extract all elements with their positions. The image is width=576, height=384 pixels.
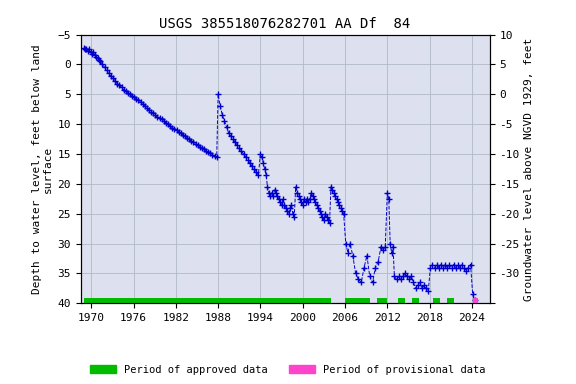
Bar xyxy=(377,298,388,304)
Bar xyxy=(345,298,370,304)
Bar xyxy=(398,298,405,304)
Bar xyxy=(412,298,419,304)
Y-axis label: Depth to water level, feet below land
surface: Depth to water level, feet below land su… xyxy=(32,44,53,294)
Title: USGS 385518076282701 AA Df  84: USGS 385518076282701 AA Df 84 xyxy=(160,17,411,31)
Legend: Period of approved data, Period of provisional data: Period of approved data, Period of provi… xyxy=(86,361,490,379)
Bar xyxy=(473,298,478,304)
Bar xyxy=(84,298,331,304)
Bar xyxy=(448,298,454,304)
Bar xyxy=(433,298,440,304)
Y-axis label: Groundwater level above NGVD 1929, feet: Groundwater level above NGVD 1929, feet xyxy=(524,37,534,301)
